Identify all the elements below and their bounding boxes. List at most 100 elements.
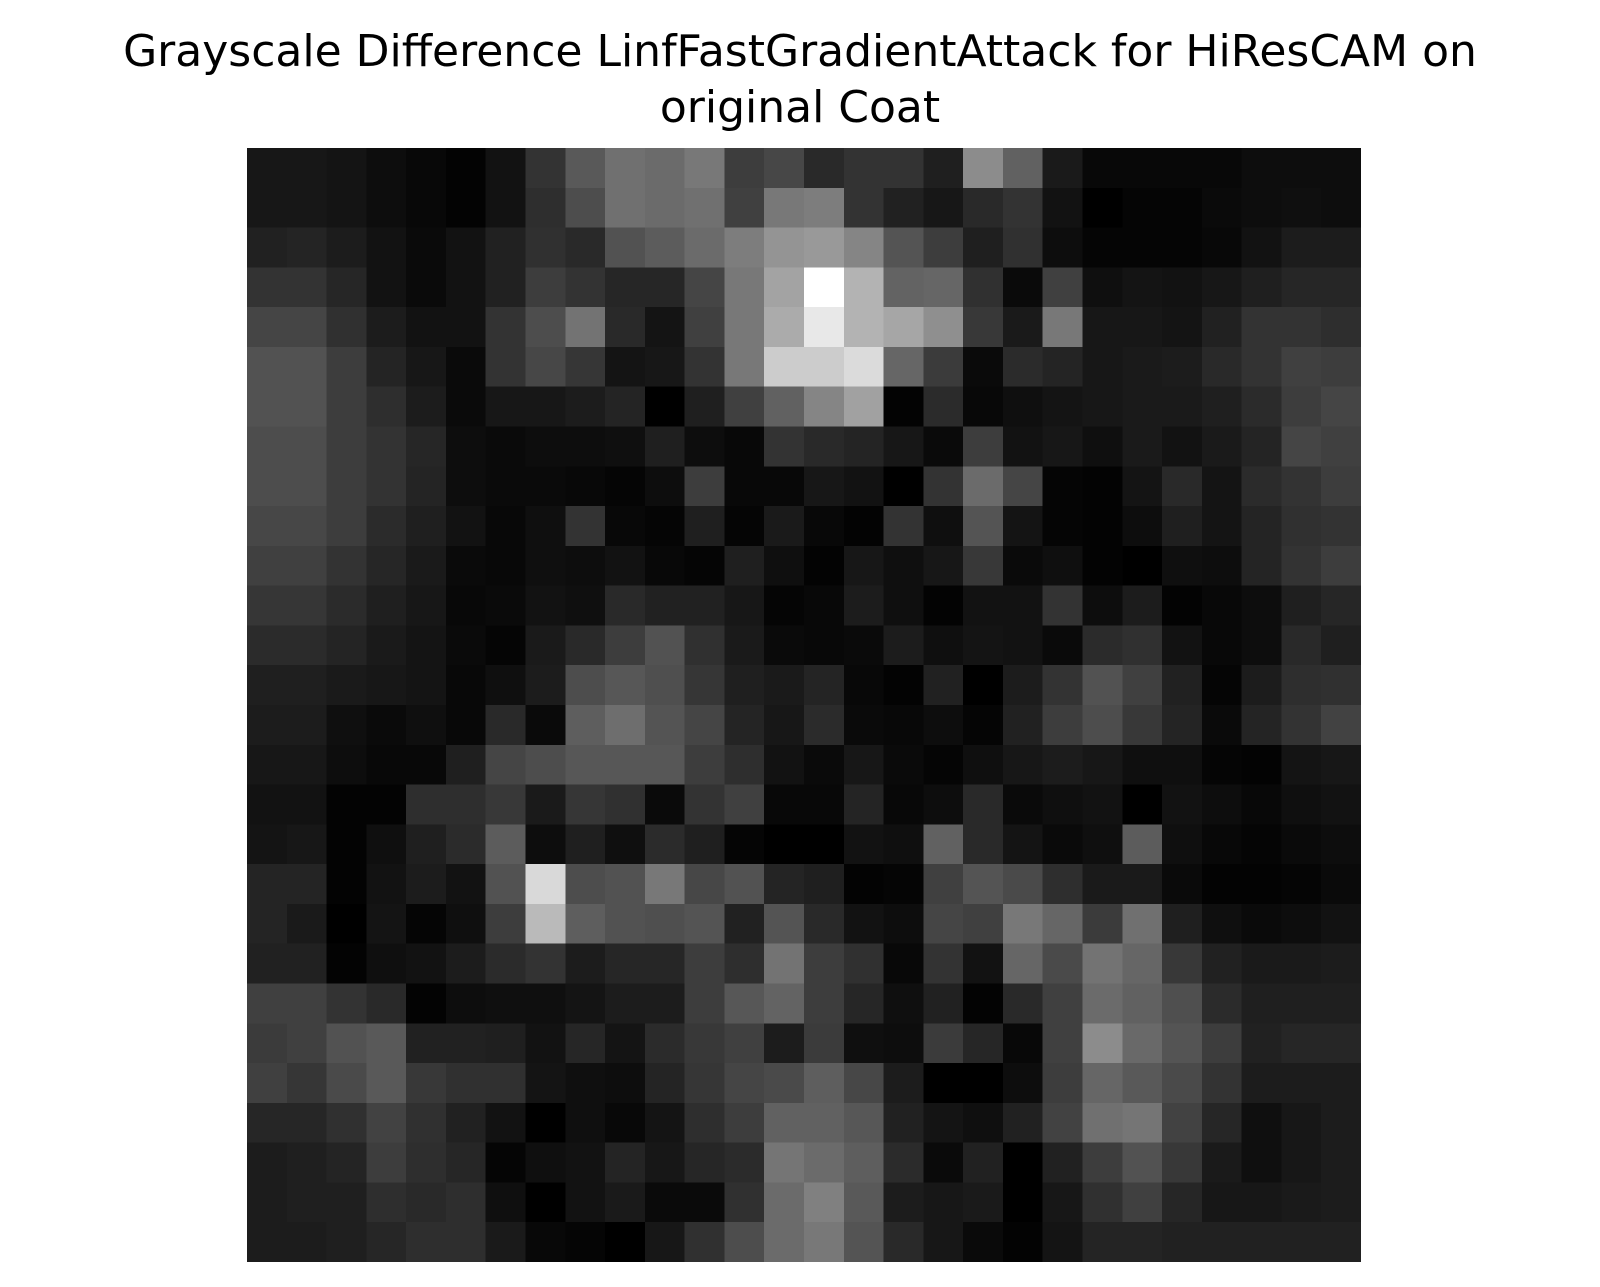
heatmap-cell (247, 864, 288, 905)
heatmap-cell (326, 426, 367, 467)
heatmap-cell (724, 625, 765, 666)
heatmap-cell (565, 1182, 606, 1223)
heatmap-cell (923, 466, 964, 507)
heatmap-cell (565, 625, 606, 666)
heatmap-cell (804, 187, 845, 229)
heatmap-cell (764, 705, 805, 746)
heatmap-cell (1162, 426, 1203, 467)
heatmap-cell (1162, 625, 1203, 666)
heatmap-cell (406, 466, 447, 507)
heatmap-cell (1281, 1023, 1322, 1064)
heatmap-cell (247, 1063, 288, 1104)
heatmap-cell (565, 545, 606, 587)
heatmap-cell (843, 665, 885, 706)
heatmap-cell (286, 625, 328, 666)
heatmap-cell (1201, 386, 1243, 428)
heatmap-cell (366, 1063, 407, 1104)
heatmap-cell (724, 545, 765, 587)
heatmap-cell (525, 585, 566, 627)
heatmap-cell (644, 1182, 686, 1223)
heatmap-cell (1321, 585, 1361, 627)
heatmap-cell (605, 148, 646, 189)
heatmap-cell (1201, 983, 1243, 1024)
heatmap-cell (644, 665, 686, 706)
heatmap-cell (923, 983, 964, 1024)
heatmap-cell (326, 864, 367, 905)
heatmap-cell (963, 267, 1004, 308)
heatmap-cell (565, 466, 606, 507)
chart-title-line-2: original Coat (659, 82, 941, 133)
heatmap-cell (485, 1023, 527, 1064)
heatmap-cell (724, 1063, 765, 1104)
heatmap-cell (684, 545, 726, 587)
heatmap-cell (1162, 1222, 1203, 1262)
heatmap-cell (485, 346, 527, 388)
heatmap-cell (843, 625, 885, 666)
heatmap-cell (843, 426, 885, 467)
heatmap-cell (1082, 227, 1123, 268)
heatmap-cell (963, 386, 1004, 428)
heatmap-cell (445, 744, 487, 786)
heatmap-cell (1042, 426, 1084, 467)
heatmap-cell (605, 665, 646, 706)
heatmap-cell (1321, 267, 1361, 308)
heatmap-cell (963, 506, 1004, 547)
heatmap-cell (605, 1063, 646, 1104)
heatmap-cell (1281, 545, 1322, 587)
heatmap-cell (684, 824, 726, 865)
heatmap-cell (1122, 1182, 1163, 1223)
heatmap-cell (1082, 625, 1123, 666)
heatmap-cell (684, 1182, 726, 1223)
heatmap-cell (963, 824, 1004, 865)
heatmap-cell (804, 267, 845, 308)
heatmap-cell (1241, 187, 1283, 229)
heatmap-cell (963, 744, 1004, 786)
heatmap-cell (684, 665, 726, 706)
heatmap-cell (684, 307, 726, 348)
heatmap-cell (366, 1023, 407, 1064)
heatmap-cell (525, 506, 566, 547)
heatmap-cell (684, 585, 726, 627)
heatmap-cell (724, 705, 765, 746)
heatmap-cell (247, 227, 288, 268)
heatmap-cell (1162, 506, 1203, 547)
heatmap-cell (605, 545, 646, 587)
heatmap-cell (923, 1102, 964, 1144)
heatmap-cell (923, 187, 964, 229)
heatmap-cell (1281, 903, 1322, 945)
heatmap-cell (326, 386, 367, 428)
heatmap-cell (644, 426, 686, 467)
heatmap-cell (843, 585, 885, 627)
heatmap-cell (525, 1142, 566, 1184)
heatmap-cell (724, 506, 765, 547)
heatmap-cell (1241, 665, 1283, 706)
heatmap-cell (1082, 1102, 1123, 1144)
heatmap-cell (843, 187, 885, 229)
heatmap-cell (1201, 784, 1243, 825)
heatmap-cell (1321, 1222, 1361, 1262)
heatmap-cell (445, 903, 487, 945)
heatmap-cell (804, 426, 845, 467)
heatmap-cell (923, 625, 964, 666)
heatmap-cell (963, 705, 1004, 746)
heatmap-cell (684, 784, 726, 825)
heatmap-cell (1082, 1142, 1123, 1184)
heatmap-cell (1082, 1182, 1123, 1223)
heatmap-cell (406, 1102, 447, 1144)
heatmap-cell (724, 148, 765, 189)
heatmap-cell (804, 864, 845, 905)
heatmap-cell (1281, 148, 1322, 189)
heatmap-cell (286, 506, 328, 547)
heatmap-cell (406, 983, 447, 1024)
heatmap-cell (764, 386, 805, 428)
heatmap-cell (485, 625, 527, 666)
heatmap-cell (1082, 506, 1123, 547)
heatmap-cell (525, 864, 566, 905)
heatmap-cell (445, 943, 487, 985)
heatmap-cell (406, 625, 447, 666)
heatmap-cell (326, 227, 367, 268)
heatmap-cell (843, 1023, 885, 1064)
heatmap-cell (485, 1222, 527, 1262)
heatmap-cell (1122, 903, 1163, 945)
heatmap-cell (286, 864, 328, 905)
